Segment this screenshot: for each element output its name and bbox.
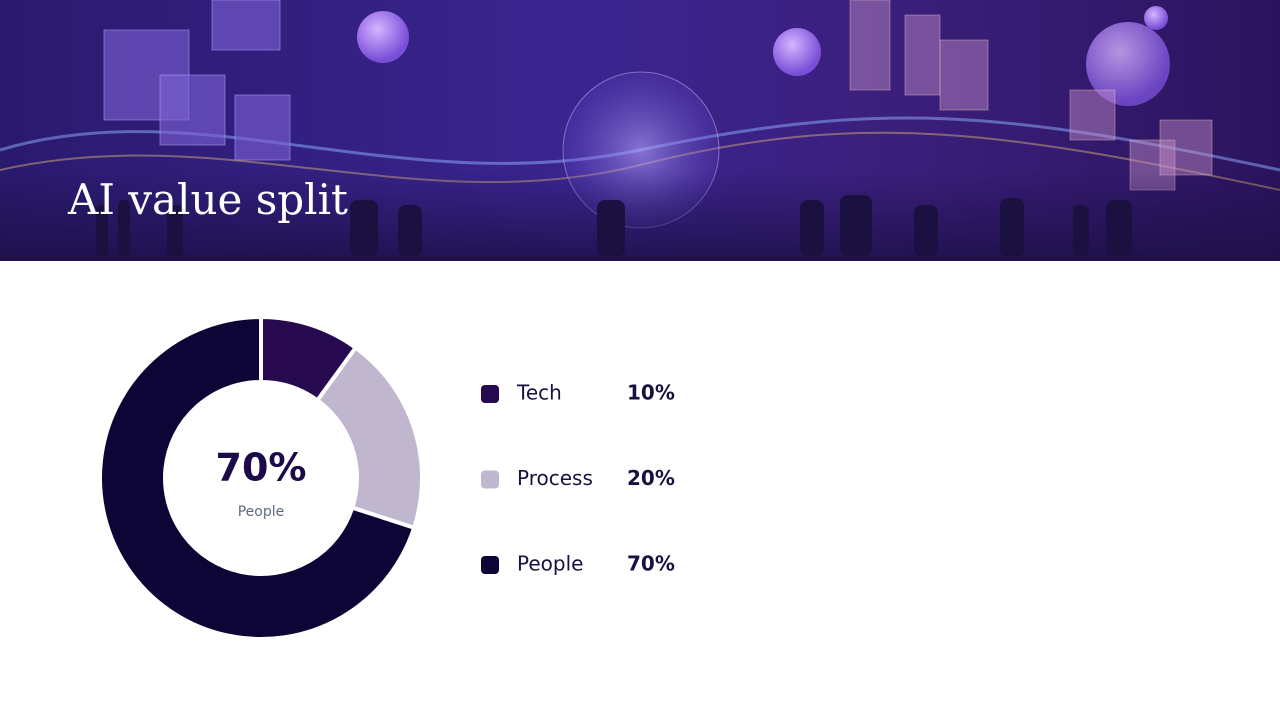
donut-slice bbox=[314, 344, 424, 531]
legend-swatch bbox=[481, 470, 499, 489]
legend-swatch bbox=[481, 385, 499, 403]
center-caption: People bbox=[238, 504, 285, 520]
legend: Tech 10% Process 20% People 70% bbox=[481, 381, 675, 576]
donut-chart bbox=[98, 314, 424, 641]
legend-swatch bbox=[481, 556, 499, 574]
legend-label: Process bbox=[517, 466, 593, 490]
legend-value: 70% bbox=[627, 552, 675, 576]
legend-value: 20% bbox=[627, 466, 675, 490]
center-label: 70% bbox=[216, 446, 307, 490]
legend-value: 10% bbox=[627, 381, 675, 405]
legend-label: People bbox=[517, 552, 583, 576]
banner bbox=[0, 0, 1280, 261]
donut-slice bbox=[98, 314, 417, 641]
legend-label: Tech bbox=[516, 381, 562, 405]
slide-title: AI value split bbox=[67, 175, 348, 224]
